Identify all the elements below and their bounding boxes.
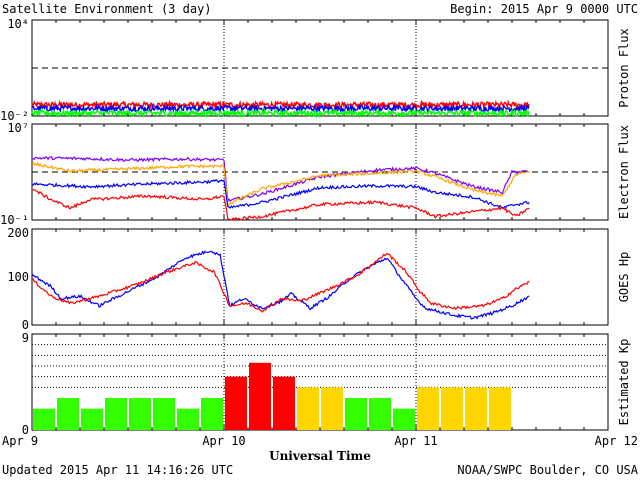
footer-source: NOAA/SWPC Boulder, CO USA bbox=[457, 463, 638, 477]
y-axis-label: Electron Flux bbox=[617, 125, 631, 219]
panel-estimated-kp: 9 0 Estimated Kp bbox=[22, 331, 631, 437]
series-blue bbox=[31, 103, 530, 114]
kp-bar bbox=[81, 408, 103, 430]
series-orange bbox=[31, 161, 530, 206]
series-red bbox=[31, 99, 530, 111]
series-purple bbox=[31, 156, 530, 203]
kp-bar bbox=[321, 387, 343, 430]
kp-bar bbox=[105, 398, 127, 430]
chart-title: Satellite Environment (3 day) bbox=[2, 2, 212, 16]
kp-bar bbox=[177, 408, 199, 430]
kp-bar bbox=[129, 398, 151, 430]
kp-bar bbox=[33, 408, 55, 430]
kp-bar bbox=[489, 387, 511, 430]
series-green bbox=[31, 107, 530, 119]
kp-bar bbox=[369, 398, 391, 430]
panel-frame bbox=[31, 19, 609, 117]
y-axis-label: GOES Hp bbox=[617, 252, 631, 303]
kp-bar bbox=[249, 362, 271, 430]
panel-goes-hp: 200 100 0 GOES Hp bbox=[7, 226, 631, 332]
begin-time: Begin: 2015 Apr 9 0000 UTC bbox=[450, 2, 638, 16]
y-tick-label: 0 bbox=[22, 423, 29, 437]
y-tick-label: 10⁻¹ bbox=[0, 213, 29, 227]
x-axis-title: Universal Time bbox=[269, 449, 371, 463]
y-tick-label: 10⁷ bbox=[7, 121, 29, 135]
x-tick-label: Apr 11 bbox=[394, 434, 437, 448]
panel-proton-flux: 10⁴ 10⁻² Proton Flux bbox=[0, 17, 631, 123]
kp-bar bbox=[297, 387, 319, 430]
x-tick-label: Apr 10 bbox=[202, 434, 245, 448]
series-blue bbox=[31, 178, 530, 209]
y-tick-label: 10⁴ bbox=[7, 17, 29, 31]
y-tick-label: 9 bbox=[22, 331, 29, 345]
footer-updated: Updated 2015 Apr 11 14:16:26 UTC bbox=[2, 463, 233, 477]
panel-electron-flux: 10⁷ 10⁻¹ Electron Flux bbox=[0, 121, 631, 227]
y-axis-label: Estimated Kp bbox=[617, 339, 631, 426]
panel-frame bbox=[31, 228, 609, 326]
panels: 10⁴ 10⁻² Proton Flux 10⁷ 10⁻¹ Electron Flux 20… bbox=[0, 17, 638, 448]
kp-bar bbox=[345, 398, 367, 430]
kp-bar bbox=[441, 387, 463, 430]
series-red bbox=[31, 252, 530, 313]
kp-bar bbox=[225, 376, 247, 430]
kp-bar bbox=[153, 398, 175, 430]
kp-bar bbox=[273, 376, 295, 430]
x-tick-label: Apr 9 bbox=[2, 434, 38, 448]
y-tick-label: 0 bbox=[22, 318, 29, 332]
y-axis-label: Proton Flux bbox=[617, 28, 631, 107]
y-tick-label: 200 bbox=[7, 226, 29, 240]
kp-bar bbox=[201, 398, 223, 430]
y-tick-label: 10⁻² bbox=[0, 109, 29, 123]
kp-bar bbox=[393, 408, 415, 430]
series-blue bbox=[31, 250, 530, 320]
x-tick-label: Apr 12 bbox=[595, 434, 638, 448]
kp-bar bbox=[465, 387, 487, 430]
y-tick-label: 100 bbox=[7, 270, 29, 284]
series-red bbox=[31, 189, 530, 222]
kp-bar bbox=[57, 398, 79, 430]
kp-bar bbox=[417, 387, 439, 430]
